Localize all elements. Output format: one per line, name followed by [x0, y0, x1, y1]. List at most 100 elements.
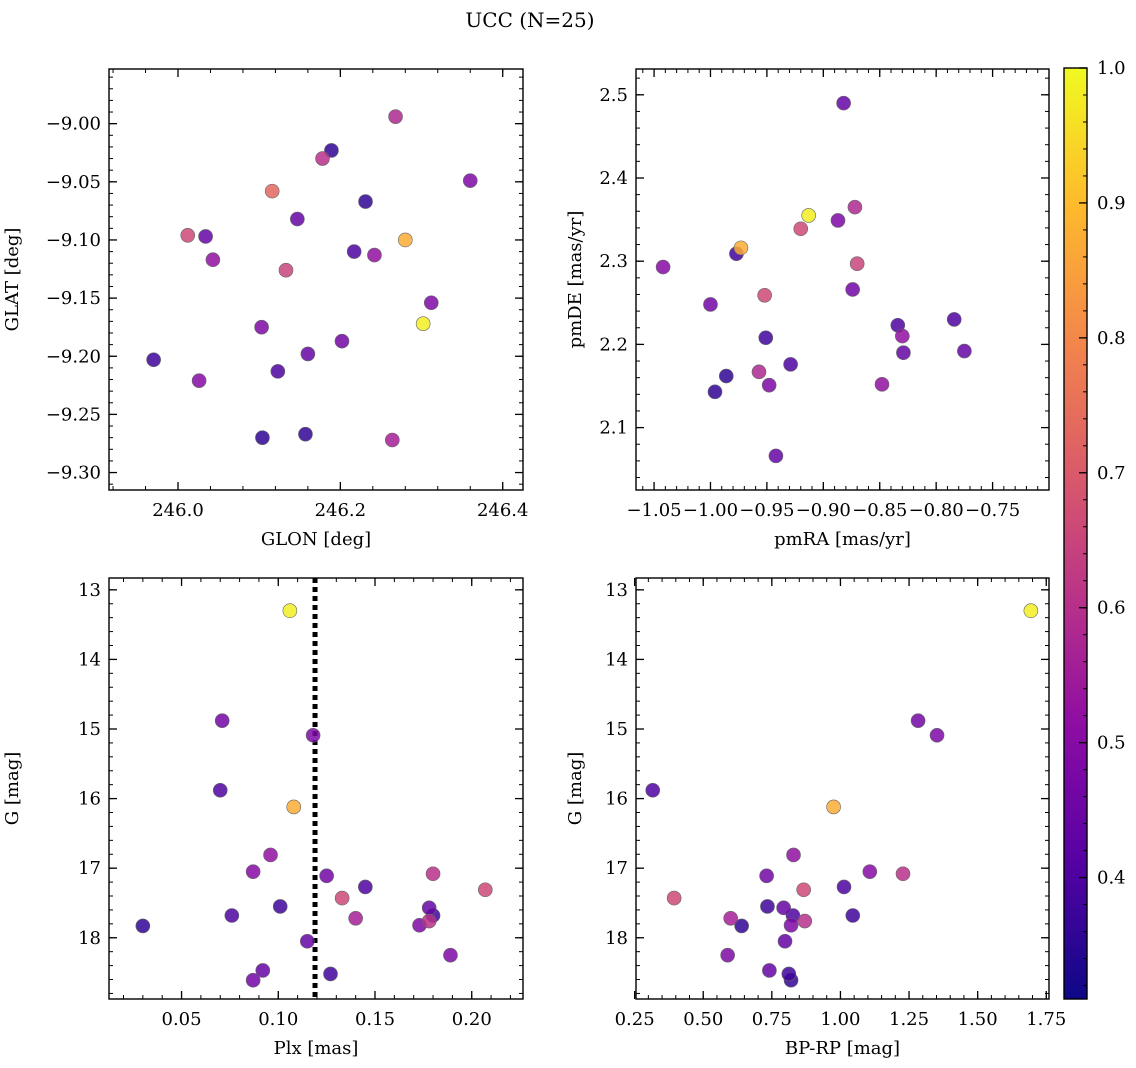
x-tick-label: 1.25 [889, 1009, 929, 1030]
colorbar-tick: 0.7 [1079, 463, 1126, 484]
colorbar-tick-label: 1.0 [1097, 58, 1126, 79]
points [655, 95, 972, 464]
data-point [358, 194, 373, 209]
data-point [718, 368, 734, 384]
data-point [205, 252, 221, 268]
x-tick: 246.4 [477, 69, 529, 521]
y-tick-label: 18 [78, 928, 101, 949]
data-point [929, 727, 945, 743]
data-point [319, 868, 334, 884]
data-point [845, 282, 860, 297]
x-tick-label: 0.75 [752, 1009, 792, 1030]
x-tick-label: 0.10 [258, 1009, 298, 1030]
data-point [358, 879, 373, 895]
y-tick-label: −9.05 [46, 172, 101, 193]
data-point [254, 319, 269, 335]
x-tick: 1.75 [1026, 578, 1066, 1030]
data-point [783, 917, 799, 933]
colorbar-tick-label: 0.6 [1097, 598, 1126, 619]
points [146, 109, 478, 448]
data-point [836, 879, 852, 895]
y-tick-label: 18 [605, 928, 628, 949]
data-point [415, 316, 431, 331]
x-tick-label: 246.0 [152, 500, 204, 521]
data-point [830, 213, 846, 228]
x-tick-label: 1.50 [958, 1009, 998, 1030]
y-tick: 15 [78, 719, 523, 740]
data-point [245, 972, 261, 988]
y-tick: −9.15 [46, 288, 523, 309]
data-point [388, 109, 403, 124]
data-point [760, 899, 775, 914]
data-point [759, 868, 774, 884]
data-point [845, 908, 861, 923]
y-tick: −9.00 [46, 114, 523, 135]
y-axis-label: pmDE [mas/yr] [565, 211, 586, 349]
colorbar: 0.4 0.5 0.6 0.7 0.8 0.9 1.0 [1063, 58, 1126, 1000]
x-tick-label: 0.50 [683, 1009, 723, 1030]
data-point [423, 295, 439, 311]
axes-frame [108, 577, 524, 1000]
y-tick: 18 [78, 928, 523, 949]
y-tick: 15 [605, 719, 1049, 740]
x-tick: 0.75 [752, 578, 792, 1030]
data-point [836, 95, 851, 111]
data-point [946, 312, 962, 327]
colorbar-gradient [1063, 67, 1088, 1000]
data-point [781, 966, 797, 982]
x-tick-label: −0.85 [852, 500, 907, 521]
x-axis-label: BP-RP [mag] [785, 1038, 900, 1059]
data-point [462, 173, 478, 188]
data-point [146, 352, 161, 368]
minor-ticks [636, 69, 1050, 490]
data-point [757, 288, 772, 303]
data-point [299, 933, 315, 949]
data-point [707, 384, 723, 400]
data-point [348, 910, 363, 926]
data-point [896, 345, 911, 361]
data-point [734, 918, 749, 934]
data-point [826, 799, 841, 815]
x-tick-label: 0.15 [355, 1009, 395, 1030]
data-point [443, 947, 458, 963]
data-point [191, 373, 207, 388]
x-tick: −1.00 [683, 69, 738, 521]
colorbar-tick-label: 0.7 [1097, 463, 1126, 484]
data-point [768, 448, 784, 464]
y-tick-label: 15 [605, 719, 628, 740]
y-tick: −9.30 [46, 463, 523, 484]
x-tick-label: 246.4 [477, 500, 529, 521]
y-tick-label: 2.5 [599, 85, 628, 106]
y-tick-label: 13 [605, 580, 628, 601]
y-tick: −9.25 [46, 404, 523, 425]
y-axis-label: G [mag] [565, 752, 586, 825]
colorbar-tick-label: 0.8 [1097, 328, 1126, 349]
data-point [910, 713, 926, 728]
data-point [421, 913, 437, 929]
y-axis-label: G [mag] [2, 752, 23, 825]
y-tick-label: −9.25 [46, 404, 101, 425]
data-point [847, 199, 863, 215]
data-point [264, 183, 280, 199]
data-point [801, 208, 816, 223]
data-point [334, 890, 350, 906]
data-point [957, 343, 972, 359]
data-point [300, 346, 316, 362]
y-tick: 14 [605, 649, 1049, 670]
figure-title: UCC (N=25) [465, 8, 594, 32]
colorbar-tick: 0.6 [1079, 598, 1126, 619]
data-point [761, 377, 777, 393]
x-tick: −0.95 [739, 69, 794, 521]
y-tick-label: −9.20 [46, 346, 101, 367]
x-tick: 1.00 [820, 578, 860, 1030]
x-tick-label: −1.05 [626, 500, 681, 521]
panel-pmra-pmde: −1.05 −1.00 −0.95 −0.90 −0.85 −0.80 −0.75 2.1 2.… [565, 68, 1050, 550]
data-point [198, 229, 213, 244]
panel-glon-glat: 246.0 246.2 246.4 −9.30 −9.25 −9.20 −9.15 −9.10… [2, 68, 529, 550]
axes-frame [108, 68, 524, 491]
data-point [777, 933, 793, 949]
data-point [421, 900, 437, 916]
data-point [797, 913, 813, 929]
data-point [666, 890, 682, 906]
